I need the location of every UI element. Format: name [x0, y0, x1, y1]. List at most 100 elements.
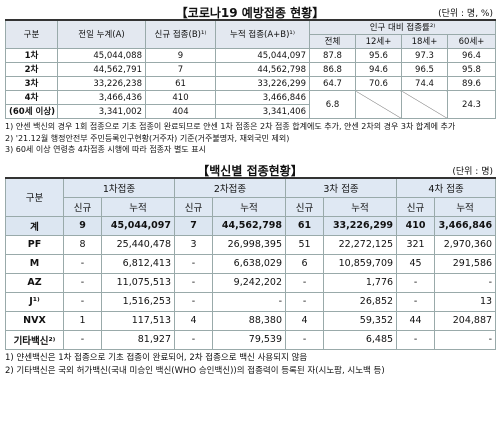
header-cell: 인구 대비 접종률²⁾ [308, 19, 497, 35]
cell: PF [5, 234, 64, 255]
cell: - [396, 272, 436, 293]
header-cell: 누적 [100, 196, 176, 217]
unit-label: (단위 : 명, %) [438, 9, 493, 19]
cell: 45,044,088 [57, 48, 146, 63]
cell: 3,341,002 [57, 104, 146, 119]
cell: 44,562,798 [215, 62, 310, 77]
cell: 45,044,097 [100, 215, 176, 236]
cell: 7 [145, 62, 216, 77]
table-row: PF 8 25,440,478 3 26,998,395 51 22,272,125 321 2… [5, 234, 497, 255]
cell: 3,466,846 [434, 215, 497, 236]
cell: 88,380 [212, 310, 287, 331]
cell: 64.7 [309, 76, 356, 91]
cell: 33,226,238 [57, 76, 146, 91]
cell: 96.4 [446, 48, 497, 63]
cell: 22,272,125 [323, 234, 398, 255]
table-row: 계 9 45,044,097 7 44,562,798 61 33,226,299 410 3,… [5, 215, 497, 236]
cell: 25,440,478 [100, 234, 176, 255]
title-bar: 【코로나19 예방접종 현황】 (단위 : 명, %) [5, 2, 495, 20]
header-row: 구분 1차접종 2차접종 3차 접종 4차 접종 [5, 177, 497, 217]
cell: - [212, 291, 287, 312]
footnote: 2) '21.12월 행정안전부 주민등록인구현황(거주자) 기준(거주불명자,… [5, 133, 290, 143]
cell: - [63, 253, 102, 274]
cell: 1차 [5, 48, 58, 63]
cell: M [5, 253, 64, 274]
cell: 61 [285, 215, 325, 236]
table-row: (60세 이상) 3,341,002 404 3,341,406 [5, 104, 496, 119]
header-cell: 전일 누계(A) [57, 19, 146, 49]
footnotes: 1) 얀센 백신의 경우 1회 접종으로 기초 접종이 완료되므로 얀센 1차 … [5, 121, 495, 156]
cell: 33,226,299 [215, 76, 310, 91]
cell: 1,776 [323, 272, 398, 293]
cell: J¹⁾ [5, 291, 64, 312]
cell: 3,466,846 [215, 90, 310, 105]
cell: 74.4 [401, 76, 448, 91]
header-cell: 4차 접종 [396, 177, 497, 198]
header-cell: 신규 [63, 196, 102, 217]
footnote: 3) 60세 이상 연령층 4차접종 시행에 따라 접종자 별도 표시 [5, 145, 206, 154]
cell: 291,586 [434, 253, 497, 274]
header-cell: 구분 [5, 177, 64, 217]
cell: 6,812,413 [100, 253, 176, 274]
cell: - [285, 329, 325, 350]
header-cell: 2차접종 [174, 177, 287, 198]
table-row: 기타백신²⁾ -81,927-79,539-6,485- - [5, 329, 497, 350]
cell: 13 [434, 291, 497, 312]
cell: 기타백신²⁾ [5, 329, 64, 350]
table-row: 3차 33,226,238 61 33,226,299 64.7 70.6 74.4 89.6 [5, 76, 497, 91]
cell: 4차 [5, 90, 58, 105]
cell: - [174, 272, 214, 293]
table-row: 4차 3,466,436 410 3,466,846 6.8 24.3 [5, 90, 497, 119]
cell: - [174, 329, 214, 350]
cell: 6,485 [323, 329, 398, 350]
cell: 2,970,360 [434, 234, 497, 255]
header-cell: 누적 [212, 196, 287, 217]
cell: 404 [145, 104, 216, 119]
title-bar: 【백신별 접종현황】 (단위 : 명) [5, 160, 495, 178]
cell: - [63, 272, 102, 293]
cell: - [63, 291, 102, 312]
empty-cell [401, 90, 448, 119]
cell: 1,516,253 [100, 291, 176, 312]
cell: - [396, 291, 436, 312]
cell: 4 [174, 310, 214, 331]
table-row: NVX 1 117,513 4 88,380 4 59,352 44 204,887 [5, 310, 497, 331]
cell: 4 [285, 310, 325, 331]
cell: 44,562,791 [57, 62, 146, 77]
cell: - [174, 253, 214, 274]
header-cell: 전체 [309, 34, 356, 49]
table-row: AZ -11,075,513-9,242,202-1,776- - [5, 272, 497, 293]
cell: 26,852 [323, 291, 398, 312]
cell: 6,638,029 [212, 253, 287, 274]
cell: - [396, 329, 436, 350]
cell: 3,466,436 [57, 90, 146, 105]
cell: 94.6 [355, 62, 402, 77]
cell: 3차 [5, 76, 58, 91]
page: 【코로나19 예방접종 현황】 (단위 : 명, %) 구분 전일 누계(A) 신규… [5, 2, 497, 376]
header-cell: 누적 [434, 196, 497, 217]
header-cell: 신규 [396, 196, 436, 217]
cell: 87.8 [309, 48, 356, 63]
cell: - [434, 272, 497, 293]
cell: 45 [396, 253, 436, 274]
header-cell: 60세+ [446, 34, 497, 49]
cell: 8 [63, 234, 102, 255]
header-row: 신규 누적 신규 누적 신규 누적 신규 누적 [6, 196, 497, 217]
cell: - [285, 272, 325, 293]
cell: 33,226,299 [323, 215, 398, 236]
table-title: 【백신별 접종현황】 [197, 163, 303, 178]
cell: 204,887 [434, 310, 497, 331]
header-cell: 1차접종 [62, 177, 176, 198]
cell: 61 [145, 76, 216, 91]
cell: 79,539 [212, 329, 287, 350]
cell: NVX [5, 310, 64, 331]
cell: 계 [5, 215, 64, 236]
cell: 89.6 [446, 76, 497, 91]
cell: 2차 [5, 62, 58, 77]
cell: 7 [174, 215, 214, 236]
cell: 11,075,513 [100, 272, 176, 293]
cell: 9 [63, 215, 102, 236]
vaccination-table: 구분 전일 누계(A) 신규 접종(B)¹⁾ 누적 접종(A+B)¹⁾ 인구 대비 접종… [5, 19, 497, 119]
table-title: 【코로나19 예방접종 현황】 [175, 6, 325, 20]
cell: - [63, 329, 102, 350]
